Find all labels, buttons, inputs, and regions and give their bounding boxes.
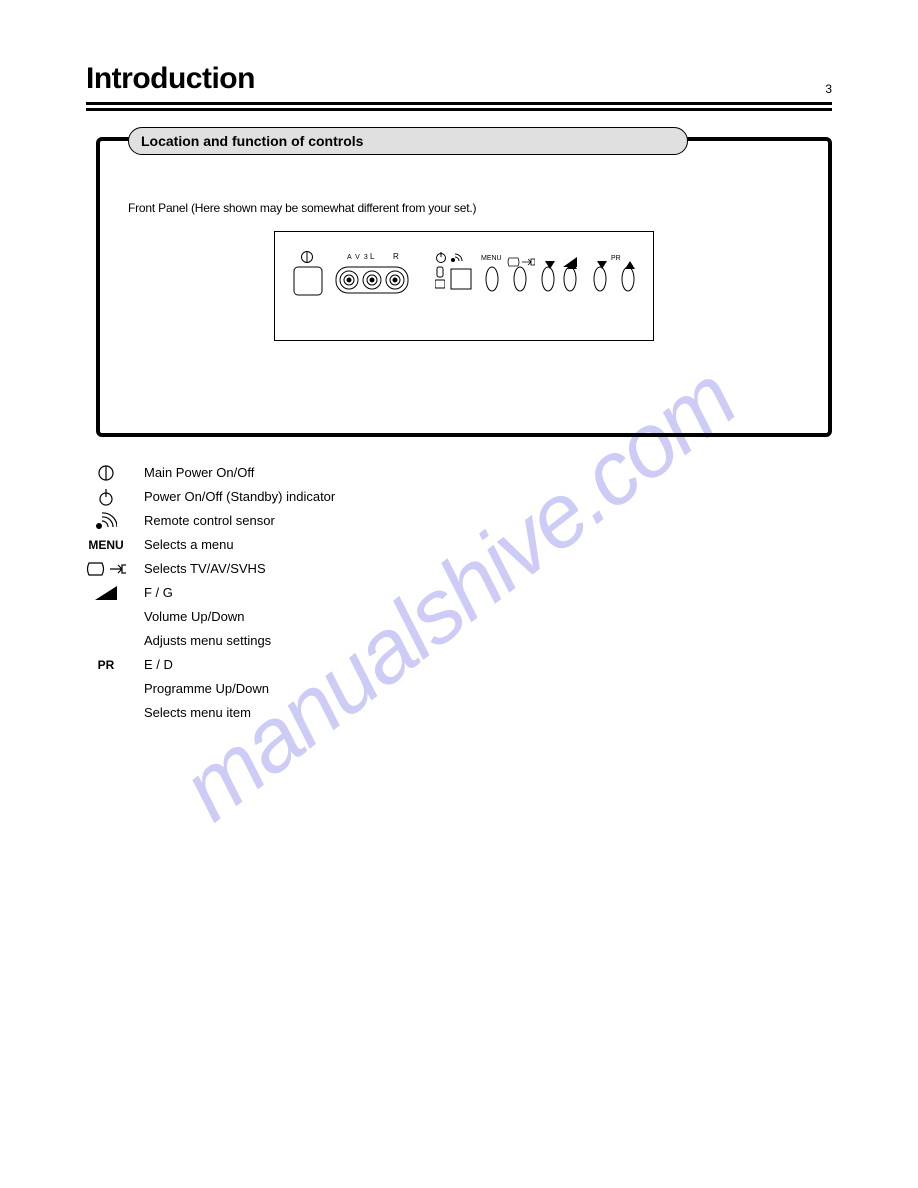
pr-down-button: [593, 266, 607, 297]
legend-row-volume: F / G: [86, 581, 832, 605]
r-label: R: [393, 252, 399, 261]
panel-title: Location and function of controls: [141, 133, 363, 149]
menu-button: [485, 266, 499, 297]
volume-icon: [86, 586, 126, 600]
legend-text: Selects TV/AV/SVHS: [144, 557, 266, 581]
legend-text: F / G: [144, 581, 173, 605]
legend-row-power-main: Main Power On/Off: [86, 461, 832, 485]
power-main-icon: [86, 464, 126, 482]
pr-label: PR: [611, 255, 621, 262]
remote-sensor-icon: [86, 512, 126, 530]
legend-row-pr: PR E / D: [86, 653, 832, 677]
remote-sensor-icon: [450, 250, 464, 268]
main-power-button: [293, 266, 323, 301]
legend-volume-line3: Adjusts menu settings: [144, 629, 832, 653]
page-number: 3: [825, 82, 832, 96]
legend-row-menu: MENU Selects a menu: [86, 533, 832, 557]
legend-row-input: Selects TV/AV/SVHS: [86, 557, 832, 581]
legend-text: Main Power On/Off: [144, 461, 254, 485]
legend-pr-line3: Selects menu item: [144, 701, 832, 725]
volume-up-button: [563, 266, 577, 297]
legend-row-standby: Power On/Off (Standby) indicator: [86, 485, 832, 509]
panel-title-pill: Location and function of controls: [128, 127, 688, 155]
input-button: [513, 266, 527, 297]
legend-row-remote: Remote control sensor: [86, 509, 832, 533]
front-panel-note: Front Panel (Here shown may be somewhat …: [128, 201, 808, 215]
l-label: L: [370, 252, 374, 261]
legend-volume-line2: Volume Up/Down: [144, 605, 832, 629]
pr-text-icon: PR: [86, 654, 126, 676]
ir-window: [450, 268, 472, 295]
legend-text: Remote control sensor: [144, 509, 275, 533]
power-standby-icon: [86, 488, 126, 506]
section-heading: Introduction: [86, 62, 255, 96]
menu-label: MENU: [481, 255, 502, 262]
legend-text: E / D: [144, 653, 173, 677]
led-square: [435, 266, 445, 297]
legend-pr-line2: Programme Up/Down: [144, 677, 832, 701]
av3-label: AV3: [347, 252, 372, 261]
front-panel-diagram: Location and function of controls Front …: [96, 137, 832, 437]
volume-down-button: [541, 266, 555, 297]
input-tv-icon: [86, 561, 126, 577]
menu-text-icon: MENU: [86, 534, 126, 556]
pr-up-button: [621, 266, 635, 297]
legend-text: Power On/Off (Standby) indicator: [144, 485, 335, 509]
rca-jacks-icon: [335, 266, 409, 301]
divider-rule: [86, 102, 832, 111]
device-front-illustration: AV3 L R: [274, 231, 654, 341]
legend-text: Selects a menu: [144, 533, 234, 557]
page-content: Introduction 3 Location and function of …: [86, 62, 832, 726]
legend: Main Power On/Off Power On/Off (Standby)…: [86, 461, 832, 726]
title-row: Introduction 3: [86, 62, 832, 96]
